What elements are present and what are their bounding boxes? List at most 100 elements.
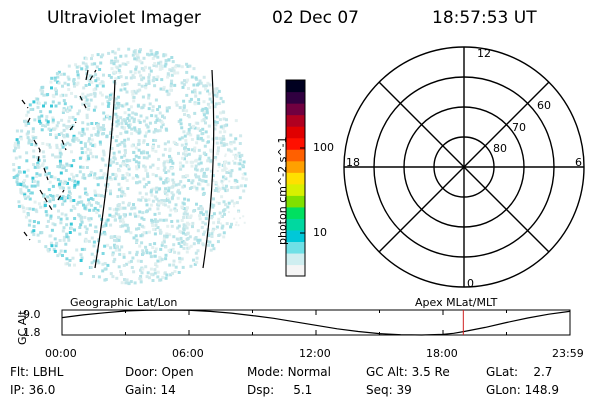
uv-pixel xyxy=(113,60,117,63)
uv-pixel xyxy=(113,103,117,107)
uv-pixel xyxy=(215,87,219,91)
uv-pixel xyxy=(132,270,136,274)
uv-pixel xyxy=(72,134,76,138)
uv-pixel xyxy=(196,83,199,87)
uv-pixel xyxy=(122,255,126,259)
uv-pixel xyxy=(139,198,143,202)
polar-diagonal-2 xyxy=(378,81,550,253)
uv-pixel xyxy=(106,104,110,108)
uv-pixel xyxy=(205,110,209,114)
uv-pixel xyxy=(196,238,200,242)
uv-pixel xyxy=(234,137,238,141)
uv-pixel xyxy=(211,229,215,233)
uv-pixel xyxy=(34,136,38,139)
uv-pixel xyxy=(208,97,212,101)
uv-pixel xyxy=(217,234,221,237)
uv-pixel xyxy=(65,257,69,261)
uv-pixel xyxy=(73,179,77,183)
uv-pixel xyxy=(159,87,163,91)
uv-pixel xyxy=(121,162,125,166)
mlt-label-12: 12 xyxy=(477,47,491,60)
uv-pixel xyxy=(171,66,175,70)
uv-pixel xyxy=(151,148,155,152)
uv-pixel xyxy=(15,174,19,178)
uv-pixel xyxy=(117,102,121,105)
uv-pixel xyxy=(59,171,63,175)
uv-pixel xyxy=(17,166,21,170)
colorbar-tick-label-100: 100 xyxy=(313,141,334,154)
uv-pixel xyxy=(244,177,248,181)
uv-pixel xyxy=(201,138,205,142)
uv-pixel xyxy=(213,105,217,109)
uv-pixel xyxy=(38,165,42,169)
uv-pixel xyxy=(37,101,41,105)
uv-pixel xyxy=(64,242,68,246)
uv-pixel xyxy=(74,63,78,67)
uv-pixel xyxy=(154,247,158,251)
uv-pixel xyxy=(84,106,88,110)
uv-pixel xyxy=(68,263,71,267)
uv-pixel xyxy=(118,252,122,256)
uv-pixel xyxy=(230,222,233,226)
meridian-line xyxy=(202,69,215,269)
uv-pixel xyxy=(195,188,199,192)
uv-pixel xyxy=(132,75,136,79)
uv-pixel xyxy=(27,138,31,142)
uv-pixel xyxy=(164,62,168,66)
uv-pixel xyxy=(57,215,61,219)
uv-pixel xyxy=(156,275,160,279)
uv-pixel xyxy=(88,82,91,86)
uv-pixel xyxy=(94,73,98,77)
uv-pixel xyxy=(89,142,93,146)
uv-pixel xyxy=(113,238,116,242)
uv-pixel xyxy=(114,239,118,243)
uv-pixel xyxy=(93,174,96,178)
uv-pixel xyxy=(203,230,207,234)
uv-pixel xyxy=(187,246,191,250)
uv-pixel xyxy=(114,173,118,176)
uv-pixel xyxy=(114,139,118,143)
uv-pixel xyxy=(147,276,151,280)
uv-pixel xyxy=(26,136,30,140)
uv-pixel xyxy=(77,131,81,135)
uv-pixel xyxy=(32,163,36,166)
uv-pixel xyxy=(69,222,73,226)
uv-pixel xyxy=(65,232,69,236)
uv-pixel xyxy=(13,144,17,148)
uv-pixel xyxy=(61,145,65,149)
uv-pixel xyxy=(57,209,60,213)
uv-pixel xyxy=(191,221,195,225)
uv-pixel xyxy=(157,144,161,148)
uv-pixel xyxy=(131,256,135,260)
uv-pixel xyxy=(68,116,72,120)
uv-pixel xyxy=(190,181,194,185)
uv-pixel xyxy=(93,92,97,96)
uv-pixel xyxy=(61,93,65,97)
uv-pixel xyxy=(142,156,146,160)
uv-pixel xyxy=(202,75,206,79)
uv-pixel xyxy=(72,137,75,141)
uv-pixel xyxy=(209,159,213,163)
uv-pixel xyxy=(158,105,161,109)
uv-pixel xyxy=(217,220,220,224)
uv-pixel xyxy=(197,175,201,179)
uv-pixel xyxy=(86,93,90,97)
uv-pixel xyxy=(218,130,222,134)
uv-pixel xyxy=(146,172,149,176)
uv-pixel xyxy=(39,110,43,114)
uv-pixel xyxy=(115,162,119,165)
uv-pixel xyxy=(164,218,168,222)
uv-pixel xyxy=(136,214,140,218)
uv-pixel xyxy=(177,251,181,255)
uv-pixel xyxy=(121,177,125,180)
uv-pixel xyxy=(124,122,128,125)
uv-pixel xyxy=(186,221,189,225)
uv-pixel xyxy=(155,186,159,190)
uv-pixel xyxy=(134,234,138,238)
uv-pixel xyxy=(49,214,53,218)
uv-pixel xyxy=(171,271,174,275)
uv-pixel xyxy=(59,73,63,76)
uv-pixel xyxy=(176,219,180,223)
uv-pixel xyxy=(32,220,36,223)
uv-pixel xyxy=(142,177,146,181)
